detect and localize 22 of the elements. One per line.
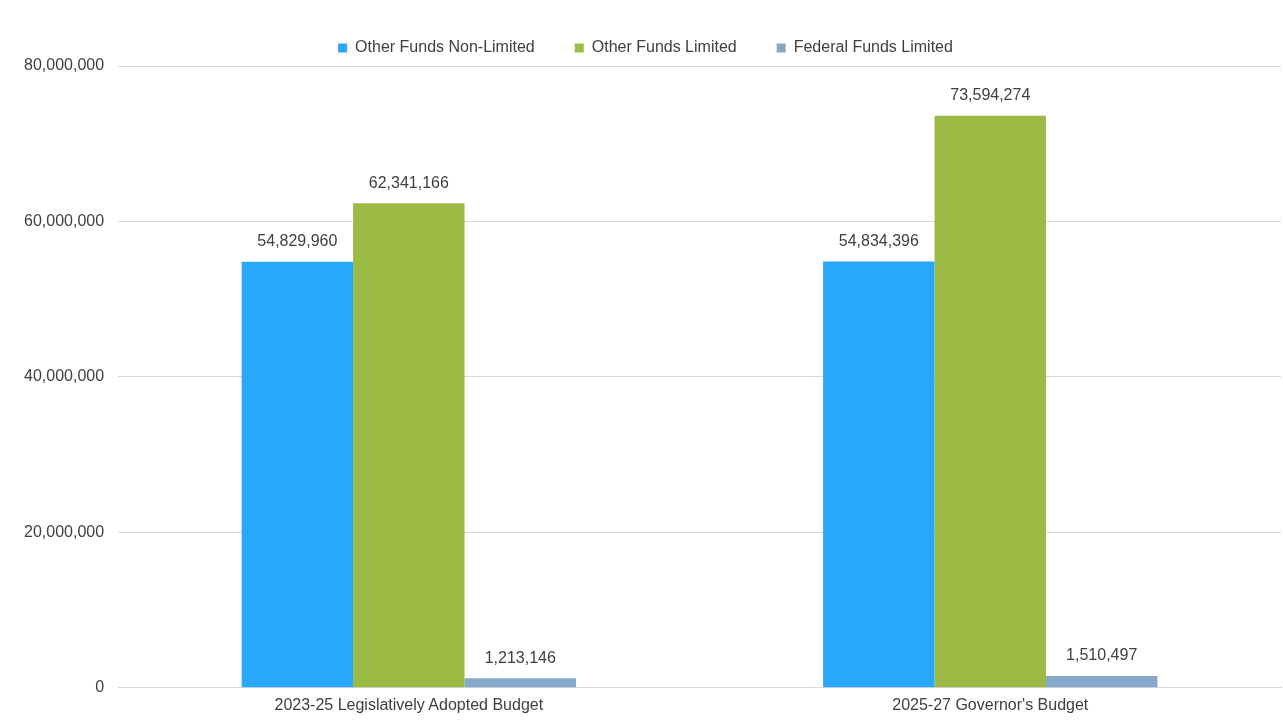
data-label: 54,829,960: [257, 232, 338, 250]
data-label: 62,341,166: [368, 173, 449, 191]
legend-label: Other Funds Limited: [591, 38, 737, 56]
data-label: 54,834,396: [838, 232, 919, 250]
legend-label: Federal Funds Limited: [793, 38, 953, 56]
bar: [241, 261, 354, 688]
y-tick-label: 0: [95, 678, 105, 696]
x-tick-label: 2023-25 Legislatively Adopted Budget: [274, 695, 544, 713]
bar: [353, 203, 465, 688]
x-tick-label: 2025-27 Governor's Budget: [892, 695, 1089, 713]
bar: [934, 115, 1046, 688]
bar: [1045, 676, 1158, 688]
y-tick-label: 40,000,000: [24, 367, 105, 385]
data-label: 73,594,274: [950, 86, 1031, 104]
bar: [823, 261, 935, 688]
y-tick-label: 60,000,000: [24, 211, 105, 229]
y-tick-label: 80,000,000: [24, 56, 105, 74]
bar: [464, 678, 576, 688]
y-tick-label: 20,000,000: [24, 522, 105, 540]
legend-label: Other Funds Non-Limited: [355, 38, 535, 56]
data-label: 1,510,497: [1066, 646, 1138, 664]
data-label: 1,213,146: [484, 648, 556, 666]
